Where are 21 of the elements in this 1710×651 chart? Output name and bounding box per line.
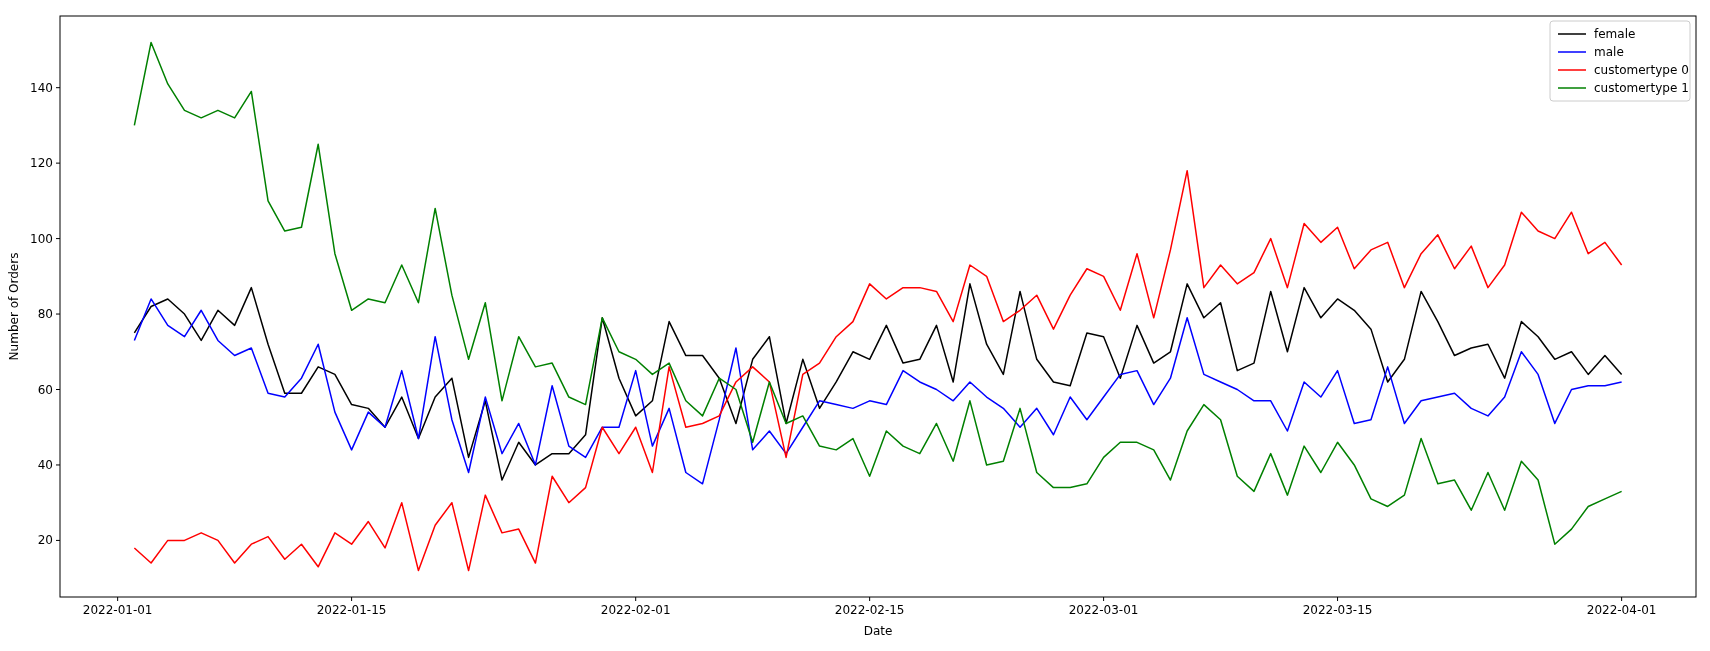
y-tick-label: 20 <box>37 533 53 548</box>
x-axis-title: Date <box>863 624 893 638</box>
y-tick-label: 40 <box>37 457 53 472</box>
y-tick-label: 60 <box>37 382 53 397</box>
x-tick-label: 2022-02-01 <box>600 603 671 617</box>
y-tick-label: 100 <box>30 231 53 246</box>
x-tick-label: 2022-01-01 <box>82 603 153 617</box>
legend-label: male <box>1594 45 1624 59</box>
legend-label: customertype 1 <box>1594 81 1689 95</box>
y-tick-label: 80 <box>37 307 53 322</box>
y-tick-label: 140 <box>30 80 53 95</box>
x-tick-label: 2022-02-15 <box>834 603 905 617</box>
x-tick-label: 2022-04-01 <box>1586 603 1657 617</box>
y-axis-title: Number of Orders <box>7 252 21 361</box>
line-series <box>133 169 1623 572</box>
x-tick-label: 2022-03-01 <box>1068 603 1139 617</box>
x-tick-label: 2022-03-15 <box>1302 603 1373 617</box>
legend-label: female <box>1594 27 1636 41</box>
x-tick-label: 2022-01-15 <box>316 603 387 617</box>
y-tick-label: 120 <box>30 156 53 171</box>
legend-label: customertype 0 <box>1594 63 1689 77</box>
